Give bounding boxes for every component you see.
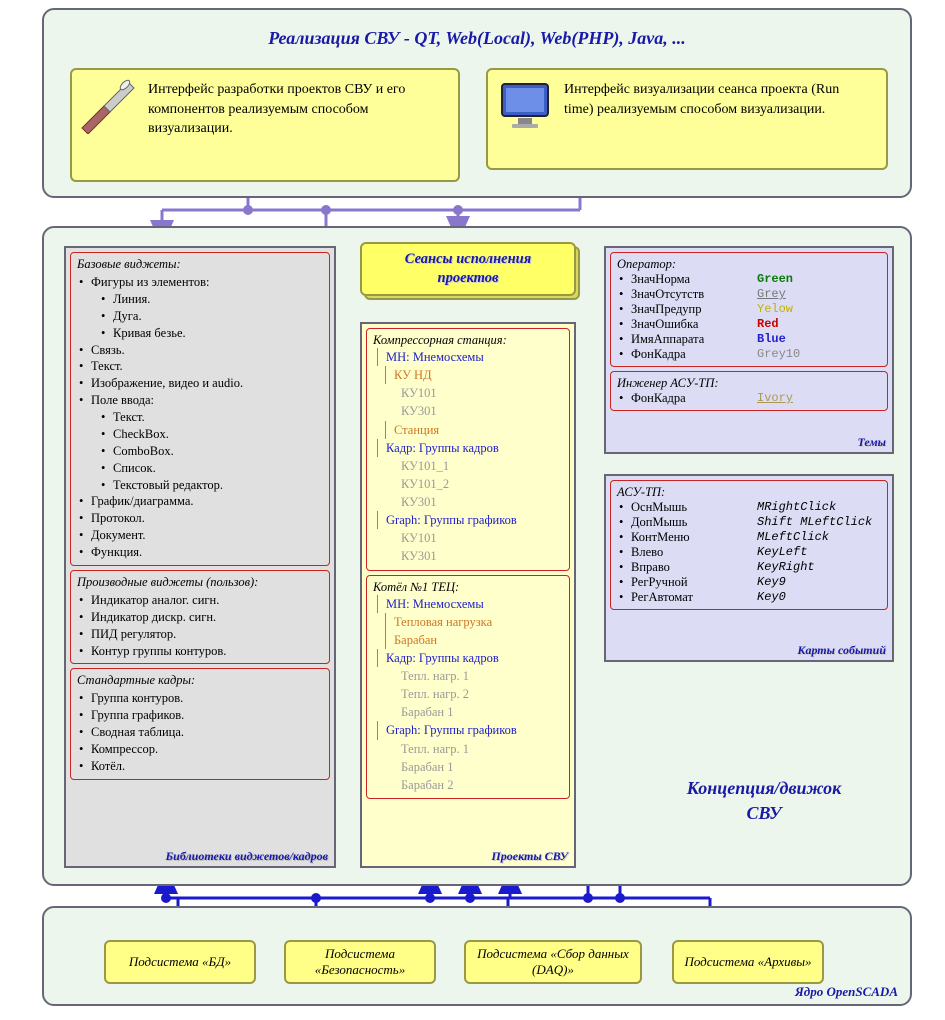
runtime-interface-text: Интерфейс визуализации сеанса проекта (R…: [564, 80, 872, 119]
concept-label: Концепция/движокСВУ: [634, 776, 894, 826]
themes-footer: Темы: [858, 435, 886, 450]
sessions-shadow: Сеансы исполненияпроектов: [364, 246, 580, 300]
projects-footer: Проекты СВУ: [491, 849, 568, 864]
widget-library: Базовые виджеты:Фигуры из элементов:Лини…: [64, 246, 336, 868]
monitor-icon: [498, 80, 552, 134]
subsystem-daq: Подсистема «Сбор данных (DAQ)»: [464, 940, 642, 984]
projects-panel: Компрессорная станция:МН: МнемосхемыКУ Н…: [360, 322, 576, 868]
dev-interface-text: Интерфейс разработки проектов СВУ и его …: [148, 80, 444, 139]
subsystem-security: Подсистема «Безопасность»: [284, 940, 436, 984]
dev-interface-box: Интерфейс разработки проектов СВУ и его …: [70, 68, 460, 182]
events-footer: Карты событий: [797, 643, 886, 658]
events-panel: АСУ-ТП:ОснМышьMRightClickДопМышьShift ML…: [604, 474, 894, 662]
subsystem-db: Подсистема «БД»: [104, 940, 256, 984]
bottom-panel: Подсистема «БД» Подсистема «Безопасность…: [42, 906, 912, 1006]
bottom-footer: Ядро OpenSCADA: [795, 984, 898, 1000]
top-panel: Реализация СВУ - QT, Web(Local), Web(PHP…: [42, 8, 912, 198]
pliers-icon: [76, 74, 136, 134]
themes-panel: Оператор:ЗначНормаGreenЗначОтсутствGreyЗ…: [604, 246, 894, 454]
top-title: Реализация СВУ - QT, Web(Local), Web(PHP…: [44, 28, 910, 49]
sessions-title: Сеансы исполненияпроектов: [360, 242, 576, 296]
subsystem-archives: Подсистема «Архивы»: [672, 940, 824, 984]
widget-library-footer: Библиотеки виджетов/кадров: [166, 849, 328, 864]
mid-panel: Базовые виджеты:Фигуры из элементов:Лини…: [42, 226, 912, 886]
runtime-interface-box: Интерфейс визуализации сеанса проекта (R…: [486, 68, 888, 170]
